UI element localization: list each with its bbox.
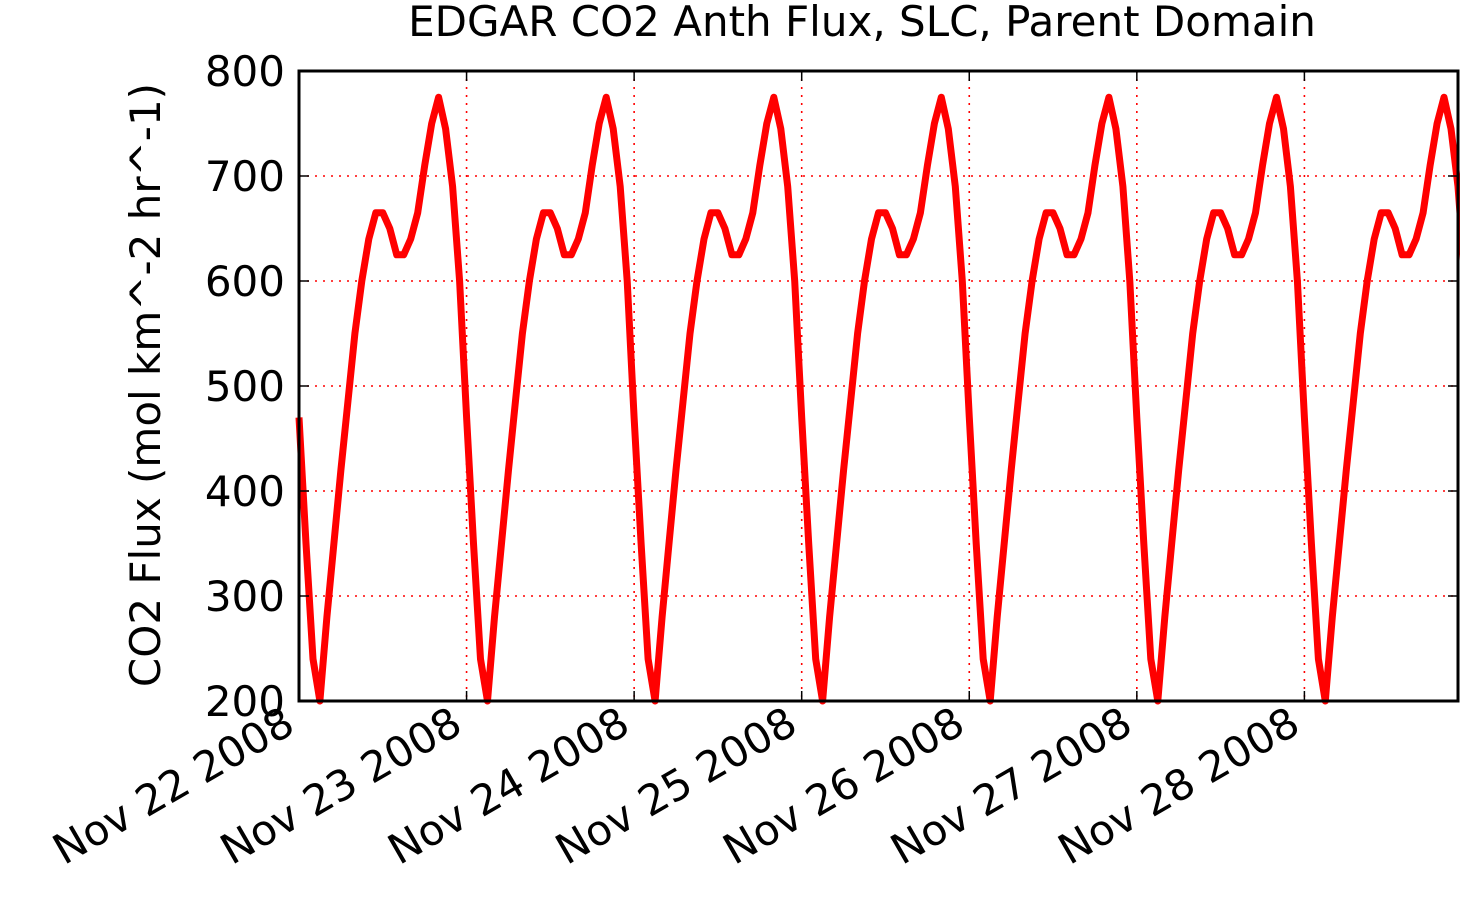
grid-lines — [299, 71, 1458, 701]
series-layer — [295, 93, 1460, 705]
y-tick-label: 400 — [205, 467, 285, 516]
y-tick-label: 700 — [205, 152, 285, 201]
chart-title: EDGAR CO2 Anth Flux, SLC, Parent Domain — [408, 0, 1316, 46]
y-tick-labels: 200 300 400 500 600 700 800 — [205, 47, 285, 726]
y-axis-label: CO2 Flux (mol km^-2 hr^-1) — [121, 83, 170, 687]
y-tick-label: 200 — [205, 677, 285, 726]
y-tick-label: 300 — [205, 572, 285, 621]
plot-frame — [297, 69, 1460, 703]
y-tick-label: 500 — [205, 362, 285, 411]
series-line-0 — [295, 93, 1460, 705]
y-tick-label: 600 — [205, 257, 285, 306]
y-tick-label: 800 — [205, 47, 285, 96]
